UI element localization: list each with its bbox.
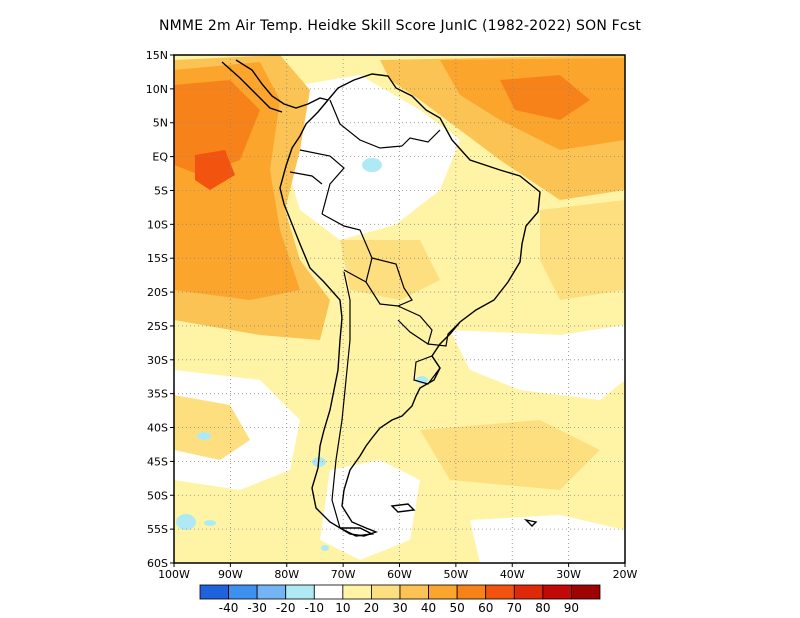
colorbar-label: 50: [450, 601, 465, 615]
colorbar-label: -40: [219, 601, 239, 615]
yellow-region-east-pacific: [174, 395, 250, 460]
border-peru-brazil: [321, 213, 373, 283]
colorbar-swatch: [456, 584, 487, 600]
lon-tick-label: 80W: [274, 568, 299, 581]
longitude-axis-labels: 100W 90W 80W 70W 60W 50W 40W 30W 20W: [158, 563, 638, 581]
colorbar-label: -30: [247, 601, 267, 615]
colorbar-swatch: [542, 584, 572, 600]
latitude-axis-labels: 15N 10N 5N EQ 5S 10S 15S 20S 25S 30S 35S 40S 45S 50S 5…: [146, 49, 174, 570]
border-uruguay: [413, 355, 441, 385]
colorbar-swatch: [485, 584, 515, 600]
coastlines: [221, 59, 541, 537]
lon-tick-label: 70W: [331, 568, 356, 581]
colorbar-label: 20: [364, 601, 379, 615]
lat-tick-label: 40S: [147, 422, 168, 435]
chart-title: NMME 2m Air Temp. Heidke Skill Score Jun…: [158, 18, 642, 34]
lat-tick-label: 30S: [147, 354, 168, 367]
lat-tick-label: 55S: [147, 523, 168, 536]
colorbar-label: -20: [276, 601, 296, 615]
lat-tick-label: 25S: [147, 320, 168, 333]
colorbar-label: 70: [507, 601, 522, 615]
skill-field: [174, 55, 625, 563]
colorbar-swatch: [571, 584, 601, 600]
lon-tick-label: 90W: [218, 568, 243, 581]
red-region-pacific-north: [174, 80, 260, 175]
white-region-far-south: [470, 515, 625, 563]
border-bolivia: [365, 257, 413, 307]
yellow-region-central: [340, 240, 440, 300]
cyan-patch-southern: [321, 545, 329, 551]
yellow-region-atlantic: [540, 200, 625, 300]
lon-tick-label: 40W: [500, 568, 525, 581]
lon-tick-label: 50W: [443, 568, 468, 581]
colorbar-swatch: [256, 584, 287, 600]
colorbar-swatch: [399, 584, 429, 600]
border-colombia-south: [299, 149, 345, 215]
cyan-patch-amazon: [362, 158, 382, 172]
lat-tick-label: 50S: [147, 489, 168, 502]
red-region-north-atlantic: [500, 75, 590, 120]
border-guianas: [401, 129, 441, 147]
lat-tick-label: 20S: [147, 286, 168, 299]
lon-tick-label: 30W: [556, 568, 581, 581]
cyan-patch-pacific-south: [197, 432, 211, 440]
south-georgia-island: [523, 518, 538, 527]
colorbar-swatch: [513, 584, 544, 600]
border-brazil-argentina: [427, 321, 461, 347]
lat-tick-label: 15S: [147, 252, 168, 265]
colorbar: -40 -30 -20 -10 10 20 30 40 50 60 70 80 90: [199, 584, 601, 615]
colorbar-swatch: [313, 584, 344, 600]
colorbar-swatch: [428, 584, 458, 600]
lat-tick-label: 60S: [147, 557, 168, 570]
lat-tick-label: 5N: [153, 117, 168, 130]
lat-tick-label: 35S: [147, 388, 168, 401]
colorbar-label: -10: [304, 601, 324, 615]
colorbar-swatch: [371, 584, 401, 600]
lat-tick-label: 10S: [147, 218, 168, 231]
colorbar-label: 10: [335, 601, 350, 615]
falklands-islands: [390, 503, 416, 513]
border-chile-argentina: [331, 271, 351, 529]
lat-tick-label: 45S: [147, 455, 168, 468]
colorbar-swatch: [342, 584, 372, 600]
lon-tick-label: 20W: [613, 568, 638, 581]
country-borders: [289, 99, 461, 529]
lat-tick-label: 15N: [146, 49, 168, 62]
lat-tick-label: EQ: [152, 151, 168, 164]
white-region-south-atlantic: [450, 325, 625, 400]
colorbar-swatch: [199, 584, 229, 600]
lon-tick-label: 100W: [158, 568, 190, 581]
colorbar-label: 80: [535, 601, 550, 615]
red-region-pacific-core: [195, 150, 235, 190]
lon-tick-label: 60W: [387, 568, 412, 581]
colorbar-swatch: [228, 584, 258, 600]
white-region-amazon: [285, 75, 460, 240]
lat-tick-label: 10N: [146, 83, 168, 96]
cyan-patch-sw2: [204, 520, 216, 526]
border-paraguay: [397, 305, 433, 345]
cyan-patch-sw: [176, 514, 196, 530]
colorbar-label: 30: [392, 601, 407, 615]
central-america-pacific-coast: [221, 61, 283, 113]
tierra-del-fuego: [339, 527, 375, 537]
central-america-coastline: [235, 59, 329, 109]
colorbar-swatch: [285, 584, 315, 600]
yellow-region-south-atlantic-low: [420, 420, 600, 490]
colorbar-label: 40: [421, 601, 436, 615]
lat-tick-label: 5S: [154, 184, 168, 197]
colorbar-label: 60: [478, 601, 493, 615]
colorbar-label: 90: [564, 601, 579, 615]
border-ecuador-peru: [289, 171, 323, 185]
border-colombia-venezuela: [329, 99, 403, 149]
south-america-coastline: [279, 73, 541, 537]
